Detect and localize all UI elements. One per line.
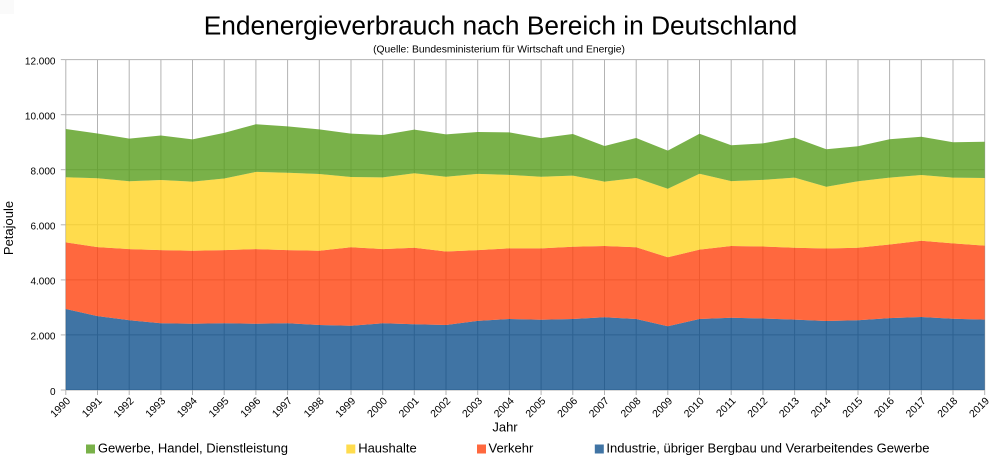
svg-text:4.000: 4.000 [30,277,55,288]
svg-text:0: 0 [50,387,56,398]
svg-text:Haushalte: Haushalte [358,441,417,456]
svg-text:Petajoule: Petajoule [1,201,16,255]
svg-text:Verkehr: Verkehr [489,441,534,456]
svg-text:Industrie, übriger Bergbau und: Industrie, übriger Bergbau und Verarbeit… [606,441,929,456]
svg-text:Gewerbe, Handel, Dienstleistun: Gewerbe, Handel, Dienstleistung [98,441,288,456]
svg-text:Jahr: Jahr [492,420,518,435]
svg-text:12.000: 12.000 [25,56,56,67]
svg-text:Endenergieverbrauch nach Berei: Endenergieverbrauch nach Bereich in Deut… [204,11,798,41]
svg-text:(Quelle: Bundesministerium für: (Quelle: Bundesministerium für Wirtschaf… [373,45,625,56]
svg-text:2.000: 2.000 [30,332,55,343]
svg-text:8.000: 8.000 [30,167,55,178]
svg-text:6.000: 6.000 [30,222,55,233]
svg-text:10.000: 10.000 [25,112,56,123]
